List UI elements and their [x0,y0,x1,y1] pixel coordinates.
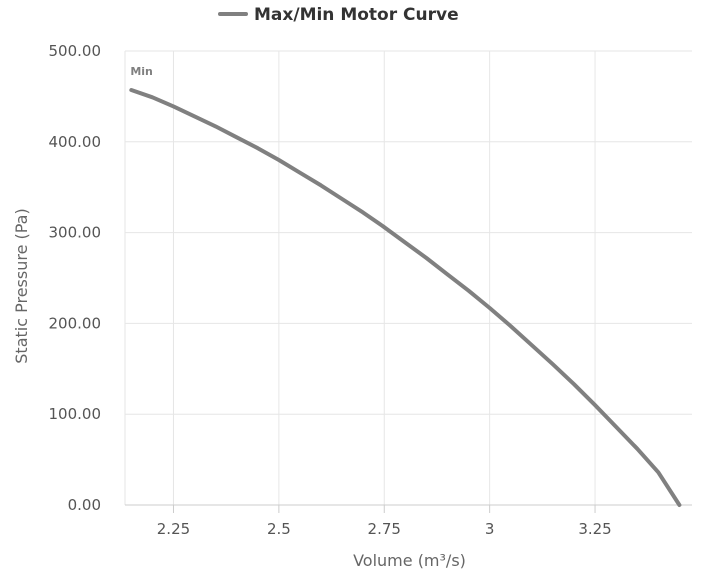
y-tick-label: 200.00 [49,314,102,332]
y-tick-label: 100.00 [49,405,102,423]
min-annotation: Min [130,65,153,78]
x-tick-label: 2.5 [267,520,291,538]
y-tick-label: 0.00 [68,496,101,514]
legend-label[interactable]: Max/Min Motor Curve [254,5,459,25]
grid [124,50,692,505]
y-tick-label: 300.00 [49,224,102,242]
labels: 0.00 100.00 200.00 300.00 400.00 500.00 2.25 2.… [12,42,612,570]
legend[interactable]: Max/Min Motor Curve [218,5,459,25]
axes [125,504,692,513]
x-tick-label: 3.25 [578,520,611,538]
x-tick-label: 2.75 [368,520,401,538]
y-tick-label: 500.00 [49,42,102,60]
series-layer [129,88,682,507]
series-line[interactable] [129,88,682,507]
x-axis-title: Volume (m³/s) [353,551,466,570]
x-tick-label: 3 [485,520,495,538]
x-tick-label: 2.25 [157,520,190,538]
y-axis-title: Static Pressure (Pa) [12,208,31,363]
y-tick-label: 400.00 [49,133,102,151]
